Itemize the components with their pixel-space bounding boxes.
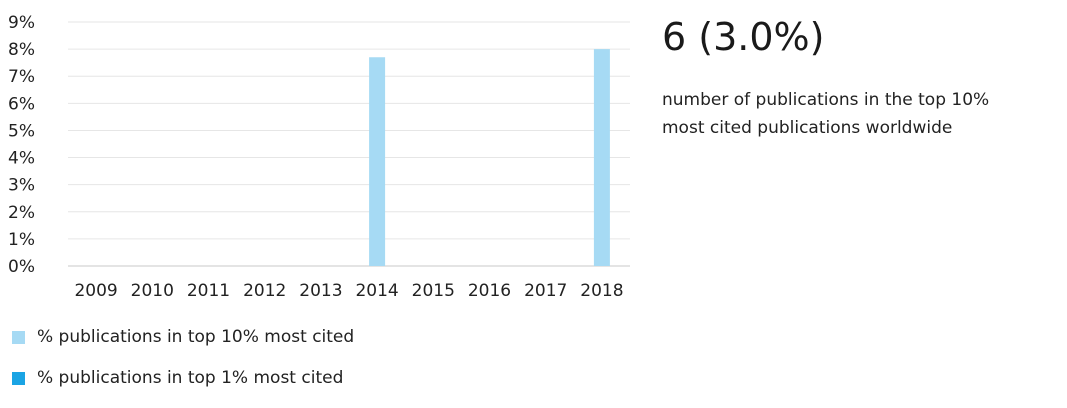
x-axis-ticks: 2009 2010 2011 2012 2013 2014 2015 2016 2017 2018 [74,281,623,301]
stat-panel: 6 (3.0%) number of publications in the t… [662,14,1062,142]
y-axis-ticks: 0% 1% 2% 3% 4% 5% 6% 7% 8% 9% [8,13,35,277]
x-tick-label: 2015 [412,281,455,301]
y-tick-label: 7% [8,67,35,87]
x-tick-label: 2012 [243,281,286,301]
y-tick-label: 5% [8,121,35,141]
x-tick-label: 2011 [187,281,230,301]
stat-description: number of publications in the top 10% mo… [662,86,1062,142]
y-tick-label: 6% [8,94,35,114]
y-tick-label: 2% [8,203,35,223]
stat-description-line2: most cited publications worldwide [662,118,953,138]
y-tick-label: 8% [8,40,35,60]
x-tick-label: 2013 [299,281,342,301]
x-tick-label: 2017 [524,281,567,301]
stat-description-line1: number of publications in the top 10% [662,90,990,110]
bar-chart: 0% 1% 2% 3% 4% 5% 6% 7% 8% 9% 2009 2010 2011 2012 201… [8,13,630,301]
y-tick-label: 0% [8,257,35,277]
y-tick-label: 1% [8,230,35,250]
legend-swatch-top1 [12,371,25,385]
bar-2018 [593,49,610,266]
gridlines [68,21,630,267]
legend-label-top1: % publications in top 1% most cited [37,368,344,388]
legend-label-top10: % publications in top 10% most cited [37,327,355,347]
x-tick-label: 2010 [131,281,174,301]
legend-item-top10: % publications in top 10% most cited [12,326,354,348]
x-tick-label: 2014 [355,281,398,301]
x-tick-label: 2018 [580,281,623,301]
bar-2014 [369,57,386,266]
x-tick-label: 2009 [74,281,117,301]
y-tick-label: 4% [8,149,35,169]
bars [369,49,610,266]
y-tick-label: 9% [8,13,35,33]
y-tick-label: 3% [8,176,35,196]
x-tick-label: 2016 [468,281,511,301]
legend-item-top1: % publications in top 1% most cited [12,367,354,389]
legend-swatch-top10 [12,330,25,344]
stat-value: 6 (3.0%) [662,15,825,59]
legend: % publications in top 10% most cited % p… [12,326,354,408]
